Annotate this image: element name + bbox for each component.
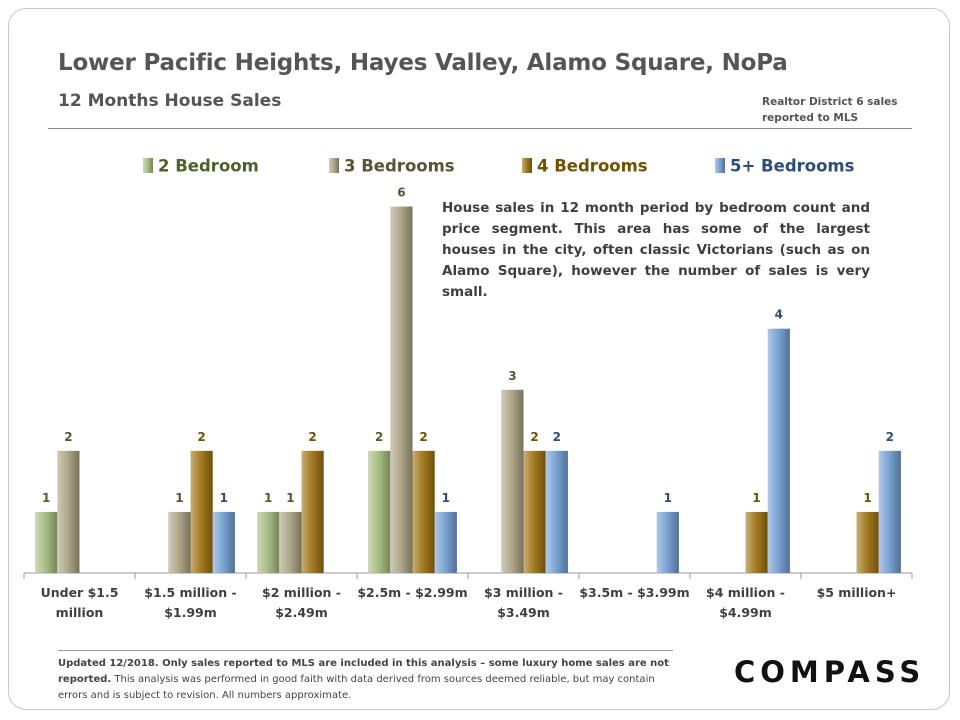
data-label-5-bedrooms-1: 1 bbox=[220, 491, 228, 505]
data-label-3-bedrooms-1: 1 bbox=[175, 491, 183, 505]
data-label-4-bedrooms-1: 2 bbox=[197, 430, 205, 444]
x-tick-label: $2.49m bbox=[275, 605, 328, 620]
legend-swatch-5-bedrooms bbox=[715, 158, 725, 173]
data-label-2-bedroom-2: 1 bbox=[264, 491, 272, 505]
bar-2-bedroom-3 bbox=[368, 450, 391, 573]
footer-disclaimer-bold: Updated 12/2018. Only sales reported to … bbox=[58, 658, 669, 685]
header-divider bbox=[48, 128, 912, 129]
bar-4-bedrooms-6 bbox=[745, 511, 768, 573]
bar-5-bedrooms-6 bbox=[767, 328, 790, 573]
bar-4-bedrooms-7 bbox=[856, 511, 879, 573]
data-label-5-bedrooms-6: 4 bbox=[775, 308, 783, 322]
x-tick-label: $3 million - bbox=[484, 585, 563, 600]
data-label-3-bedrooms-2: 1 bbox=[286, 491, 294, 505]
bar-3-bedrooms-4 bbox=[501, 389, 524, 573]
legend-label-2-bedroom: 2 Bedroom bbox=[158, 157, 259, 176]
legend-label-5-bedrooms: 5+ Bedrooms bbox=[730, 157, 855, 176]
compass-logo: COMPASS bbox=[734, 655, 926, 689]
legend-swatch-3-bedrooms bbox=[329, 158, 339, 173]
x-tick-label: $2 million - bbox=[262, 585, 341, 600]
page-title: Lower Pacific Heights, Hayes Valley, Ala… bbox=[58, 50, 788, 76]
footer-disclaimer: Updated 12/2018. Only sales reported to … bbox=[58, 656, 673, 704]
data-label-3-bedrooms-3: 6 bbox=[397, 186, 405, 200]
data-label-5-bedrooms-5: 1 bbox=[664, 491, 672, 505]
source-note-line1: Realtor District 6 sales bbox=[762, 96, 898, 108]
x-tick-label: $4 million - bbox=[706, 585, 785, 600]
legend-swatch-2-bedroom bbox=[143, 158, 153, 173]
source-note: Realtor District 6 sales reported to MLS bbox=[762, 94, 912, 126]
data-label-5-bedrooms-3: 1 bbox=[442, 491, 450, 505]
bar-4-bedrooms-3 bbox=[412, 450, 435, 573]
bar-2-bedroom-0 bbox=[35, 511, 58, 573]
data-label-5-bedrooms-7: 2 bbox=[886, 430, 894, 444]
data-label-4-bedrooms-4: 2 bbox=[530, 430, 538, 444]
data-label-3-bedrooms-0: 2 bbox=[64, 430, 72, 444]
bar-3-bedrooms-0 bbox=[57, 450, 80, 573]
bar-5-bedrooms-7 bbox=[878, 450, 901, 573]
bar-3-bedrooms-2 bbox=[279, 511, 302, 573]
bar-4-bedrooms-1 bbox=[190, 450, 213, 573]
bar-5-bedrooms-4 bbox=[545, 450, 568, 573]
footer-divider bbox=[58, 650, 673, 651]
x-tick-label: $3.49m bbox=[497, 605, 550, 620]
x-tick-label: $3.5m - $3.99m bbox=[579, 585, 689, 600]
bar-4-bedrooms-2 bbox=[301, 450, 324, 573]
legend-swatch-4-bedrooms bbox=[522, 158, 532, 173]
slide-frame bbox=[8, 8, 950, 710]
x-tick-label: $1.99m bbox=[164, 605, 217, 620]
source-note-line2: reported to MLS bbox=[762, 112, 859, 124]
bar-4-bedrooms-4 bbox=[523, 450, 546, 573]
legend-label-3-bedrooms: 3 Bedrooms bbox=[344, 157, 455, 176]
data-label-3-bedrooms-4: 3 bbox=[508, 369, 516, 383]
data-label-2-bedroom-3: 2 bbox=[375, 430, 383, 444]
x-tick-label: million bbox=[56, 605, 104, 620]
footer-disclaimer-normal: This analysis was performed in good fait… bbox=[58, 674, 655, 701]
bar-3-bedrooms-1 bbox=[168, 511, 191, 573]
data-label-4-bedrooms-2: 2 bbox=[308, 430, 316, 444]
bar-5-bedrooms-3 bbox=[434, 511, 457, 573]
data-label-4-bedrooms-3: 2 bbox=[419, 430, 427, 444]
data-label-2-bedroom-0: 1 bbox=[42, 491, 50, 505]
bar-5-bedrooms-5 bbox=[656, 511, 679, 573]
x-tick-label: Under $1.5 bbox=[41, 585, 119, 600]
x-tick-label: $1.5 million - bbox=[144, 585, 236, 600]
legend-label-4-bedrooms: 4 Bedrooms bbox=[537, 157, 648, 176]
chart-annotation: House sales in 12 month period by bedroo… bbox=[442, 200, 870, 300]
bar-2-bedroom-2 bbox=[257, 511, 280, 573]
data-label-4-bedrooms-6: 1 bbox=[752, 491, 760, 505]
data-label-5-bedrooms-4: 2 bbox=[553, 430, 561, 444]
bar-5-bedrooms-1 bbox=[212, 511, 235, 573]
page-subtitle: 12 Months House Sales bbox=[58, 91, 282, 111]
bar-3-bedrooms-3 bbox=[390, 206, 413, 574]
data-label-4-bedrooms-7: 1 bbox=[863, 491, 871, 505]
x-tick-label: $2.5m - $2.99m bbox=[357, 585, 467, 600]
x-tick-label: $5 million+ bbox=[817, 585, 897, 600]
x-tick-label: $4.99m bbox=[719, 605, 772, 620]
